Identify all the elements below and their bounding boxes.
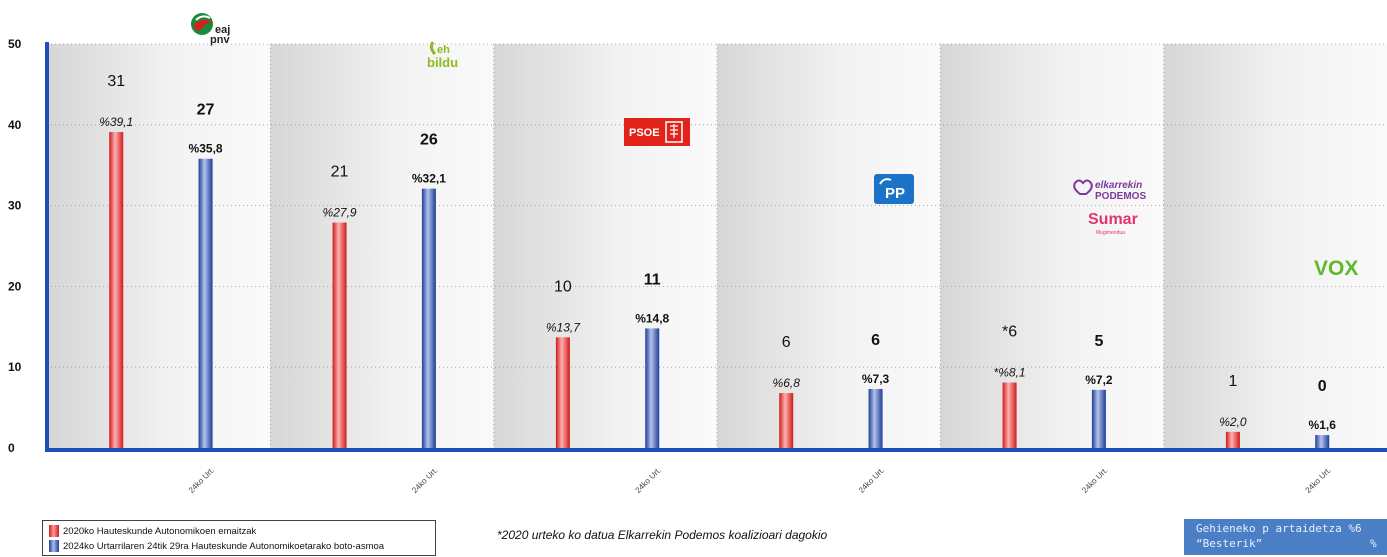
info-line-2-percent: %: [1370, 537, 1377, 550]
elkarrekin-podemos-logo: elkarrekin PODEMOS: [1073, 179, 1146, 202]
svg-text:Sumar: Sumar: [1088, 211, 1138, 228]
gridlines: [47, 43, 1387, 448]
data-label-2020: %2,0: [1219, 415, 1247, 429]
bar-2024: [1315, 435, 1330, 448]
seats-2024: 11: [644, 271, 661, 288]
data-label-2024: %7,2: [1085, 373, 1113, 387]
psoe-logo: PSOE: [624, 118, 690, 146]
data-labels: %39,1%35,83127%27,9%32,12126%13,7%14,810…: [99, 73, 1336, 432]
background-band: [940, 44, 1164, 448]
svg-text:VOX: VOX: [1314, 257, 1358, 280]
data-label-2024: %14,8: [635, 311, 669, 325]
y-tick-labels: 0 10 20 30 40 50: [8, 37, 22, 455]
vox-logo: VOX: [1314, 257, 1358, 280]
seats-2024: 6: [871, 332, 880, 349]
seats-2020: 6: [782, 334, 791, 351]
seats-2024: 26: [420, 132, 438, 149]
bar-2020: [332, 222, 347, 448]
y-tick-label: 20: [8, 279, 22, 293]
seats-2020: *6: [1002, 324, 1017, 341]
footnote: *2020 urteko ko datua Elkarrekin Podemos…: [497, 528, 828, 542]
x-tick-label: 24ko Urt.: [634, 466, 663, 495]
y-tick-label: 40: [8, 118, 22, 132]
x-tick-label: 24ko Urt.: [1304, 466, 1333, 495]
data-label-2020: %13,7: [546, 320, 581, 334]
bar-2024: [421, 188, 436, 448]
info-line-2: “Besterik”: [1196, 537, 1263, 550]
y-tick-label: 0: [8, 441, 15, 455]
seats-2020: 31: [107, 73, 125, 90]
y-tick-label: 30: [8, 199, 22, 213]
legend-label-2020: 2020ko Hauteskunde Autonomikoen emaitzak: [63, 525, 257, 537]
bar-2020: [1002, 382, 1017, 448]
seats-2024: 27: [197, 102, 215, 119]
data-label-2024: %32,1: [412, 172, 446, 186]
x-tick-label: 24ko Urt.: [187, 466, 216, 495]
seats-2020: 1: [1228, 373, 1237, 390]
x-tick-label: 24ko Urt.: [1080, 466, 1109, 495]
svg-text:pnv: pnv: [210, 34, 230, 46]
data-label-2024: %7,3: [862, 372, 890, 386]
axes: [45, 42, 1387, 452]
svg-text:Mugimendua: Mugimendua: [1096, 230, 1125, 236]
data-label-2020: *%8,1: [994, 366, 1026, 380]
legend-item-2020: 2020ko Hauteskunde Autonomikoen emaitzak: [49, 524, 256, 538]
y-tick-label: 10: [8, 360, 22, 374]
legend-swatch-blue: [49, 540, 59, 552]
info-line-1: Gehieneko p artaidetza %6: [1196, 522, 1362, 535]
svg-text:eaj: eaj: [215, 24, 230, 36]
svg-text:PODEMOS: PODEMOS: [1095, 191, 1146, 202]
x-tick-label: 24ko Urt.: [857, 466, 886, 495]
bar-2020: [779, 393, 794, 448]
seats-2020: 10: [554, 278, 572, 295]
svg-text:PP: PP: [885, 185, 905, 202]
legend-label-2024: 2024ko Urtarrilaren 24tik 29ra Hauteskun…: [63, 540, 385, 552]
bar-2024: [645, 328, 660, 448]
svg-text:elkarrekin: elkarrekin: [1095, 180, 1142, 191]
sumar-logo: Sumar Mugimendua: [1088, 211, 1138, 236]
seats-2024: 0: [1318, 378, 1327, 395]
bars: [109, 132, 1330, 448]
eh-bildu-logo: eh bildu: [427, 41, 458, 70]
pp-logo: PP: [874, 174, 914, 204]
eaj-pnv-logo: eaj pnv: [191, 13, 230, 46]
y-tick-label: 50: [8, 37, 22, 51]
data-label-2020: %39,1: [99, 115, 133, 129]
bar-2020: [555, 337, 570, 448]
svg-text:eh: eh: [437, 44, 450, 56]
data-label-2024: %1,6: [1309, 418, 1337, 432]
x-tick-label: 24ko Urt.: [410, 466, 439, 495]
bar-2024: [868, 389, 883, 448]
bar-2020: [109, 132, 124, 448]
data-label-2020: %6,8: [773, 376, 801, 390]
background-band: [47, 44, 271, 448]
seats-2020: 21: [331, 164, 349, 181]
background-band: [1163, 44, 1387, 448]
background-band: [717, 44, 941, 448]
bar-2024: [1091, 389, 1106, 448]
data-label-2020: %27,9: [323, 206, 357, 220]
legend: 2020ko Hauteskunde Autonomikoen emaitzak…: [42, 520, 436, 556]
svg-text:bildu: bildu: [427, 55, 458, 70]
x-tick-labels: 24ko Urt. 24ko Urt. 24ko Urt. 24ko Urt. 24ko…: [187, 466, 1333, 495]
participation-info-box: Gehieneko p artaidetza %6 “Besterik” %: [1184, 519, 1387, 555]
background-band: [270, 44, 494, 448]
background-band: [493, 44, 717, 448]
svg-text:PSOE: PSOE: [629, 127, 660, 139]
legend-swatch-red: [49, 525, 59, 537]
bar-2024: [198, 158, 213, 448]
legend-item-2024: 2024ko Urtarrilaren 24tik 29ra Hauteskun…: [49, 539, 384, 553]
bar-2020: [1225, 431, 1240, 448]
background-bands: [47, 44, 1387, 448]
data-label-2024: %35,8: [189, 142, 223, 156]
seats-2024: 5: [1094, 333, 1103, 350]
